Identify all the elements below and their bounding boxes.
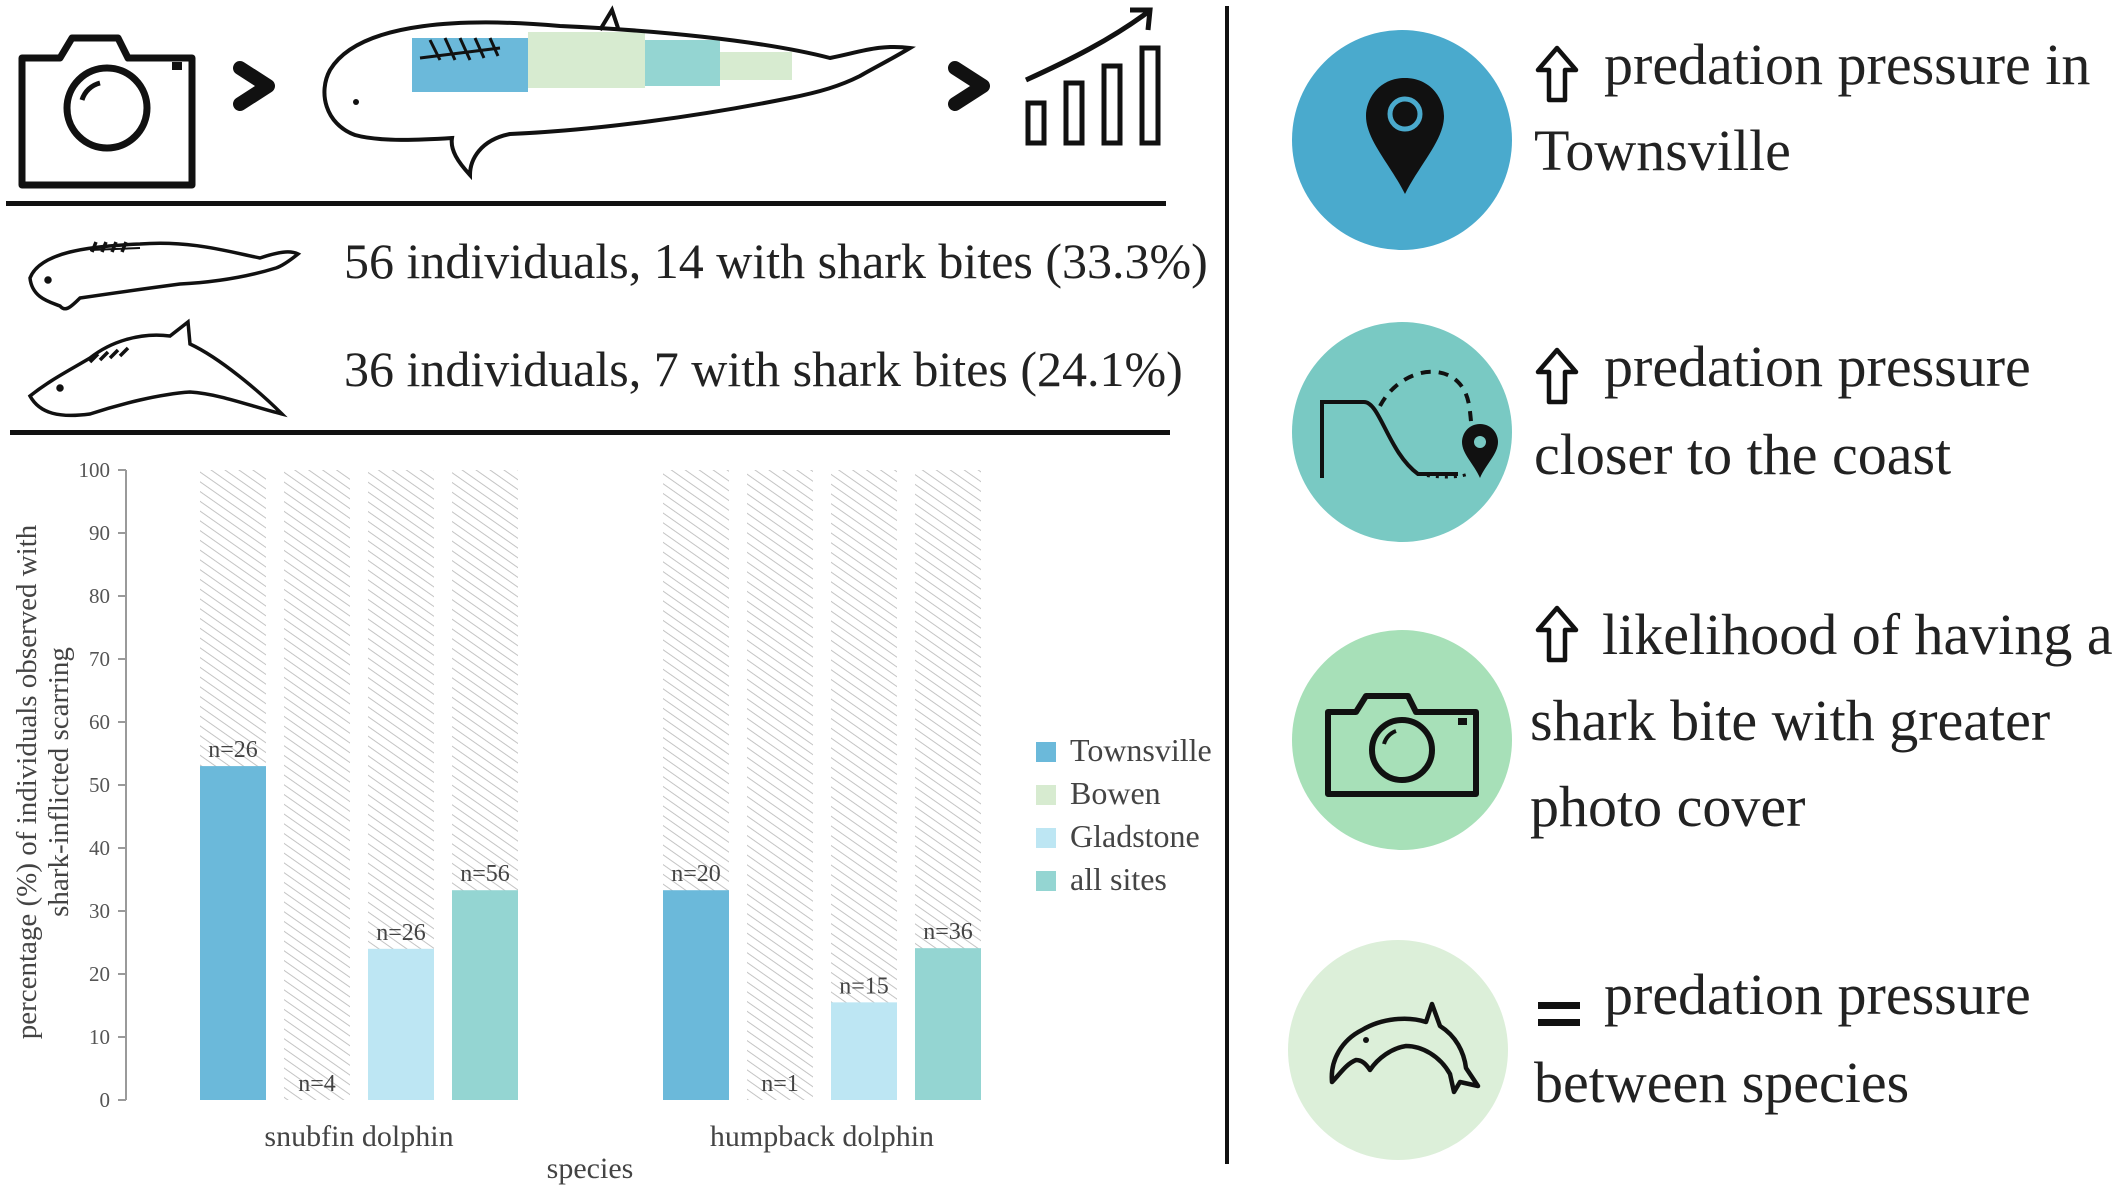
bar-n-label: n=20: [671, 861, 721, 887]
beluga-photo-cover-icon: [322, 5, 916, 181]
bar-n-label: n=26: [376, 920, 426, 946]
bar-n-label: n=26: [208, 737, 258, 763]
legend-townsville: Townsville: [1036, 732, 1212, 769]
finding-1-line1: predation pressure in: [1604, 32, 2091, 97]
finding-2-line2: closer to the coast: [1534, 422, 1952, 487]
bar-townsville: [200, 766, 266, 1100]
chevron-right-icon: [233, 61, 275, 111]
bar-labels: n=26 n=4 n=26 n=56 n=20 n=1 n=15 n=36: [208, 737, 973, 1097]
x-category-label: snubfin dolphin: [264, 1120, 453, 1153]
y-tick-label: 40: [89, 836, 110, 860]
legend-all-sites: all sites: [1036, 861, 1167, 898]
y-axis: 0 10 20 30 40 50 60 70 80 90 100: [79, 458, 127, 1112]
snubfin-summary: 56 individuals, 14 with shark bites (33.…: [344, 233, 1208, 289]
y-tick-label: 90: [89, 521, 110, 545]
divider-vertical: [1225, 6, 1229, 1164]
equals-icon: [1538, 1002, 1580, 1026]
growth-chart-icon: [1024, 7, 1161, 146]
bar-gladstone: [831, 1002, 897, 1100]
map-pin-icon: [1366, 78, 1444, 194]
y-tick-label: 10: [89, 1025, 110, 1049]
species-icons: [27, 241, 302, 418]
coast-path-icon: [1320, 369, 1498, 479]
finding-3-line3: photo cover: [1530, 774, 1806, 839]
x-axis: snubfin dolphin humpback dolphin: [264, 1120, 934, 1153]
y-tick-label: 50: [89, 773, 110, 797]
humpback-dolphin-icon: [27, 318, 288, 418]
chevron-right-icon: [948, 61, 990, 111]
divider-top: [6, 201, 1166, 206]
humpback-summary: 36 individuals, 7 with shark bites (24.1…: [344, 341, 1183, 397]
bar-townsville: [663, 890, 729, 1100]
process-diagram: [18, 5, 1161, 189]
bar-n-label: n=56: [460, 861, 510, 887]
x-category-label: humpback dolphin: [710, 1120, 934, 1153]
camera-icon: [18, 34, 196, 189]
up-arrow-icon: [1535, 605, 1579, 663]
y-axis-title-line1: percentage (%) of individuals observed w…: [11, 524, 43, 1039]
bars: [200, 470, 981, 1100]
up-arrow-icon: [1535, 45, 1579, 103]
y-tick-label: 70: [89, 647, 110, 671]
dolphin-icon: [1329, 1001, 1481, 1095]
bar-n-label: n=15: [839, 973, 889, 999]
x-axis-title: species: [547, 1152, 634, 1185]
camera-icon: [1325, 693, 1479, 797]
y-tick-label: 30: [89, 899, 110, 923]
finding-1-line2: Townsville: [1534, 118, 1791, 183]
y-tick-label: 60: [89, 710, 110, 734]
bar-n-label: n=4: [298, 1071, 336, 1097]
bar-n-label: n=1: [761, 1071, 799, 1097]
bar-background: [747, 470, 813, 1100]
bar-all-sites: [915, 948, 981, 1100]
up-arrow-icon: [1535, 347, 1579, 405]
bar-background: [284, 470, 350, 1100]
bar-background: [831, 470, 897, 1100]
finding-4-line1: predation pressure: [1604, 962, 2031, 1027]
y-tick-label: 80: [89, 584, 110, 608]
finding-4-line2: between species: [1534, 1050, 1910, 1115]
y-tick-label: 100: [79, 458, 111, 482]
divider-middle: [10, 430, 1170, 435]
y-tick-label: 20: [89, 962, 110, 986]
y-tick-label: 0: [100, 1088, 111, 1112]
finding-3-line1: likelihood of having a: [1602, 602, 2113, 667]
finding-3-line2: shark bite with greater: [1530, 688, 2051, 753]
bar-n-label: n=36: [923, 919, 973, 945]
snubfin-dolphin-icon: [28, 241, 302, 311]
legend-bowen: Bowen: [1036, 775, 1161, 812]
legend-gladstone: Gladstone: [1036, 818, 1200, 855]
y-axis-title-line2: shark-inflicted scarring: [43, 647, 75, 917]
finding-2-line1: predation pressure: [1604, 334, 2031, 399]
bar-all-sites: [452, 890, 518, 1100]
bar-gladstone: [368, 948, 434, 1100]
